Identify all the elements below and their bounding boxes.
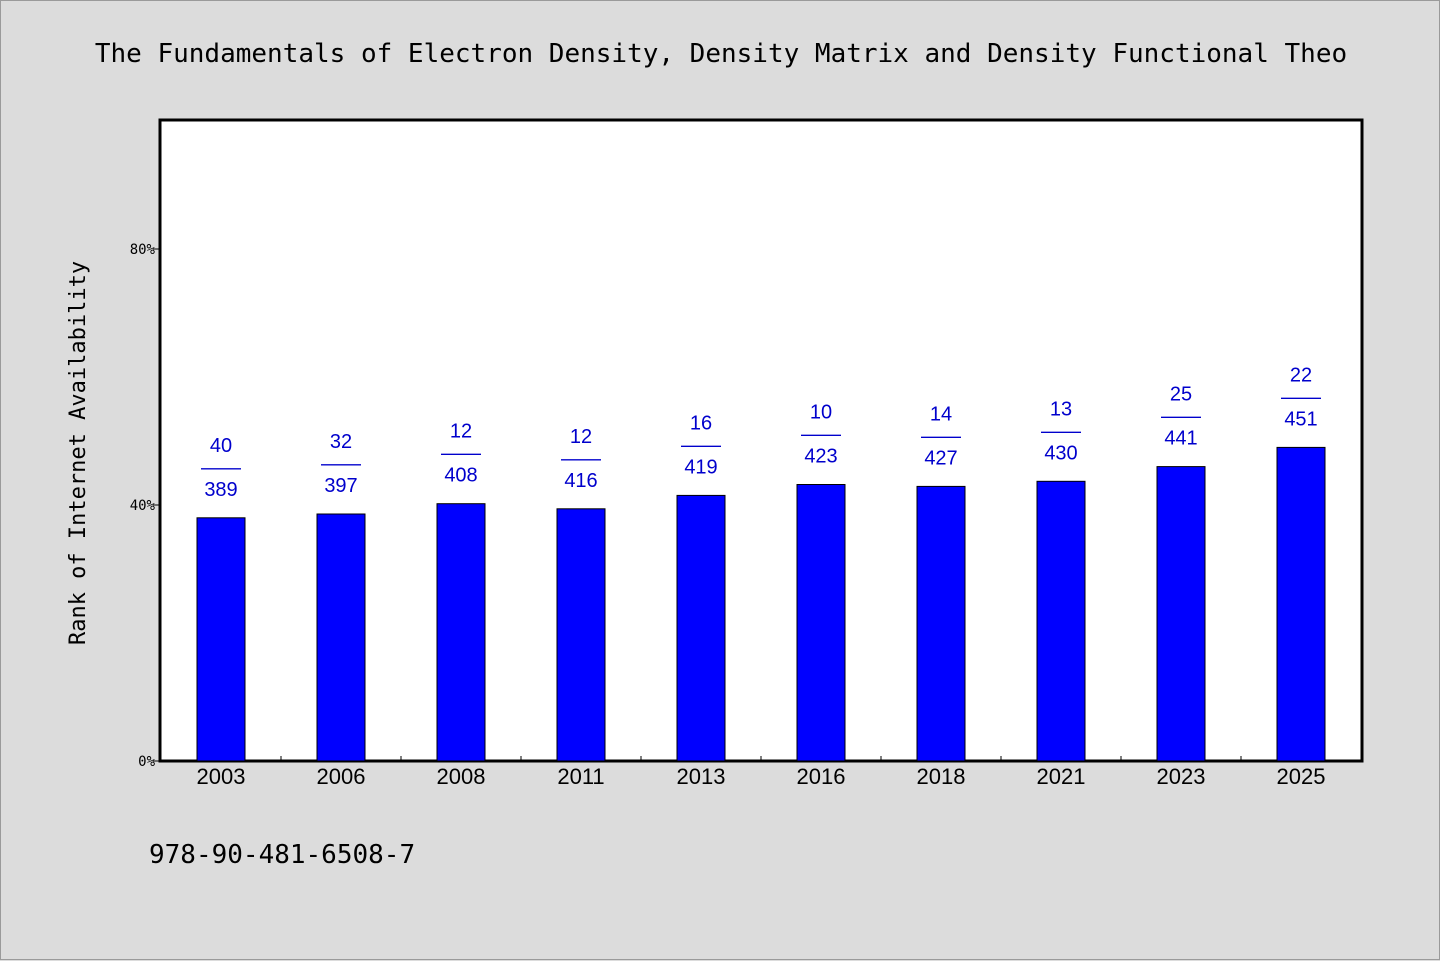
x-tick-label: 2023 — [1157, 764, 1206, 789]
data-label-separator: —— — [321, 453, 361, 475]
y-axis-ticks: 0% 40% 80% — [130, 242, 161, 770]
data-label: 427 — [924, 447, 957, 469]
data-label-separator: —— — [921, 425, 961, 447]
data-label-separator: —— — [441, 443, 481, 465]
x-axis-ticks: 2003 2006 2008 2011 2013 2016 2018 2021 2023 2025 — [197, 756, 1326, 789]
data-label: 32 — [330, 431, 352, 453]
data-label: 16 — [690, 412, 712, 434]
y-tick-label: 80% — [130, 242, 156, 258]
isbn-text: 978-90-481-6508-7 — [149, 840, 415, 870]
x-tick-label: 2011 — [557, 764, 604, 789]
data-label: 12 — [450, 421, 472, 443]
bar — [556, 508, 606, 762]
bar — [916, 485, 966, 762]
chart-title: The Fundamentals of Electron Density, De… — [95, 39, 1347, 69]
data-label-separator: —— — [681, 434, 721, 456]
data-label: 423 — [804, 446, 837, 468]
data-label-separator: —— — [1281, 386, 1321, 408]
data-label: 40 — [210, 435, 232, 457]
x-tick-label: 2018 — [917, 764, 966, 789]
data-label-separator: —— — [1161, 406, 1201, 428]
data-label: 25 — [1170, 384, 1192, 406]
y-tick-label: 0% — [138, 754, 155, 770]
x-tick-label: 2025 — [1277, 764, 1326, 789]
data-label-separator: —— — [561, 448, 601, 470]
data-label: 451 — [1284, 408, 1317, 430]
bar — [1156, 466, 1206, 762]
bar — [676, 494, 726, 762]
data-label: 408 — [444, 465, 477, 487]
data-label: 22 — [1290, 364, 1312, 386]
x-tick-label: 2016 — [797, 764, 846, 789]
bar — [316, 513, 366, 762]
bar — [436, 503, 486, 762]
data-label: 14 — [930, 403, 952, 425]
data-label: 397 — [324, 475, 357, 497]
data-label: 10 — [810, 402, 832, 424]
x-tick-label: 2003 — [197, 764, 246, 789]
y-axis-label: Rank of Internet Availability — [66, 261, 91, 645]
x-tick-label: 2013 — [677, 764, 726, 789]
data-label-separator: —— — [1041, 420, 1081, 442]
data-label: 389 — [204, 479, 237, 501]
data-label: 419 — [684, 456, 717, 478]
data-label: 430 — [1044, 442, 1077, 464]
data-label: 12 — [570, 426, 592, 448]
bar — [196, 517, 246, 762]
bar — [796, 484, 846, 762]
data-labels-layer: 40——38932——39712——40812——41616——41910——4… — [201, 364, 1321, 500]
x-tick-label: 2008 — [437, 764, 486, 789]
x-tick-label: 2021 — [1037, 764, 1086, 789]
data-label-separator: —— — [801, 424, 841, 446]
data-label-separator: —— — [201, 457, 241, 479]
bars-layer — [196, 446, 1326, 762]
bar — [1276, 446, 1326, 762]
y-tick-label: 40% — [130, 498, 156, 514]
data-label: 416 — [564, 470, 597, 492]
bar — [1036, 480, 1086, 762]
x-tick-label: 2006 — [317, 764, 366, 789]
data-label: 441 — [1164, 428, 1197, 450]
data-label: 13 — [1050, 398, 1072, 420]
